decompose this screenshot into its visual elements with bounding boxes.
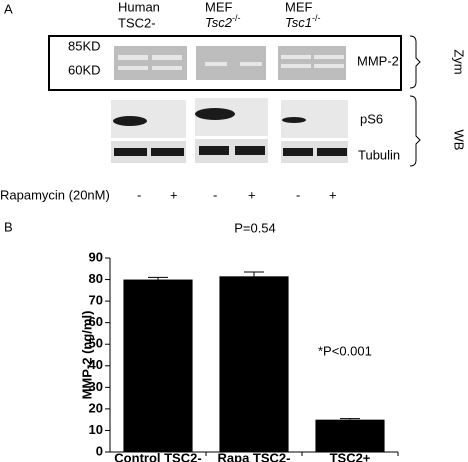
bracket-label: Zym [452, 49, 467, 74]
marker: 60KD [68, 62, 101, 77]
lane-label: + [170, 187, 178, 202]
y-tick-label: 10 [89, 422, 103, 437]
group-label: MEF [205, 0, 233, 14]
y-axis-label: MMP-2 (ng/ml) [79, 311, 94, 400]
y-tick-label: 0 [96, 443, 103, 458]
y-tick-label: 20 [89, 400, 103, 415]
x-tick-label: Rapa TSC2- [218, 450, 291, 462]
marker: 85KD [68, 38, 101, 53]
gene: Tsc2 [205, 15, 233, 30]
error-bar [244, 271, 264, 277]
y-tick-label: 60 [89, 314, 103, 329]
panel-label: B [4, 219, 13, 234]
bracket [409, 35, 421, 89]
y-tick-label: 80 [89, 271, 103, 286]
error-bar [148, 276, 168, 280]
y-tick-label: 50 [89, 336, 103, 351]
group-label: Tsc1-/- [285, 13, 320, 30]
group-label: TSC2- [118, 15, 156, 30]
group-label: Human [118, 0, 160, 14]
bar [123, 279, 193, 452]
western-blot [111, 98, 348, 163]
annotation: *P<0.001 [318, 343, 372, 358]
y-tick-label: 30 [89, 379, 103, 394]
group-label: Tsc2-/- [205, 13, 240, 30]
zymogram-box [48, 35, 402, 91]
error-bar [340, 418, 360, 420]
y-tick-label: 70 [89, 293, 103, 308]
panel-label: A [4, 1, 13, 16]
annotation: P=0.54 [234, 220, 276, 235]
bar [315, 419, 385, 452]
row-label: MMP-2 [357, 53, 399, 68]
y-tick-label: 40 [89, 357, 103, 372]
bracket-label: WB [452, 130, 467, 151]
zymogram [114, 46, 346, 80]
lane-label: + [329, 187, 337, 202]
lane-label: + [248, 187, 256, 202]
bracket [409, 95, 421, 167]
y-tick-label: 90 [89, 249, 103, 264]
bar [219, 276, 289, 452]
x-tick-label: TSC2+ [330, 450, 371, 462]
lane-label: - [213, 187, 217, 202]
row-label: Tubulin [358, 147, 400, 162]
treatment-label: Rapamycin (20nM) [0, 187, 110, 202]
x-tick-label: Control TSC2- [114, 450, 201, 462]
lane-label: - [137, 187, 141, 202]
gene: Tsc1 [285, 15, 312, 30]
genotype: -/- [312, 13, 321, 23]
row-label: pS6 [360, 111, 383, 126]
genotype: -/- [232, 13, 241, 23]
group-label: MEF [285, 0, 313, 14]
lane-label: - [296, 187, 300, 202]
